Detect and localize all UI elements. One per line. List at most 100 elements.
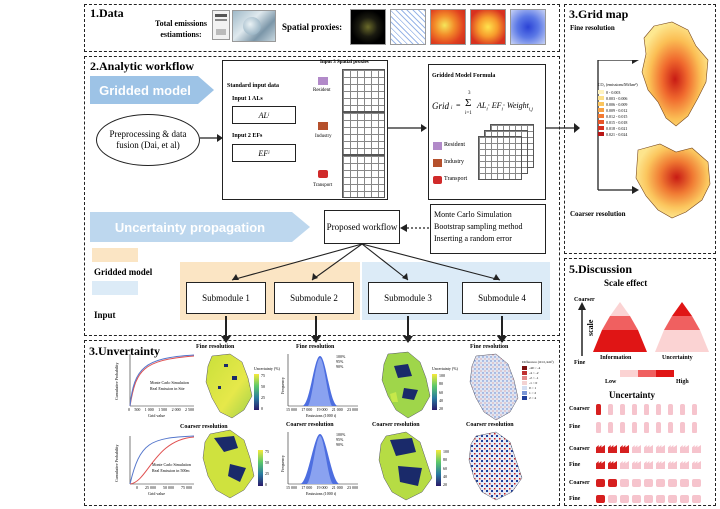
grid-map-legend: CO₂ (emissions/Mt/km²) 0 - 0.003 0.003 - … [598,82,638,137]
person-icon [596,404,601,415]
bus-icon [608,495,617,503]
industry-icon [318,122,328,130]
workflow-title: 2.Analytic workflow [90,59,194,73]
grid-map-legend-swatch [598,132,604,136]
unc3c-tick: 20 [443,482,447,487]
unc3c-tick: 40 [443,473,447,479]
total-emissions-label: Total emissions estiamtions: [155,19,207,39]
legend-input-swatch [92,281,138,295]
grid-map-legend-text: 0.009 - 0.012 [606,107,628,113]
hist-legend-item: 90% [336,442,344,447]
cdf-fine-tick: 1 500 [158,407,168,412]
diff-legend-text: -4 ~ -2 [529,370,539,375]
factory-icon [596,461,605,469]
factory-icon [620,445,629,453]
formula-rhs-sub-3: i,j [528,107,533,113]
low-label: Low [605,379,617,385]
bus-icon [632,495,641,503]
cdf-fine-tick: 500 [134,407,141,412]
fine-resolution-emission-map [641,21,709,127]
uncertainty-row-label: Coarser [569,406,590,412]
information-pyramid [593,302,647,352]
formula-rhs-weight: · Weight [502,101,529,110]
formula-rhs-sub-2: i [501,107,503,113]
bus-icon [596,495,605,503]
hist-tick: 21 000 [331,485,343,490]
grid-map-legend-text: 0.021 - 0.024 [606,131,628,137]
bus-icon [692,495,701,503]
factory-icon [668,445,677,453]
proposed-workflow-text: Proposed workflow [326,221,398,232]
diff-legend-swatch [522,385,527,390]
cdf-fine-tick: 0 [128,407,130,412]
cdf-coarse-chart [129,435,195,485]
formula-resident-label: Resident [444,142,465,148]
cdf-fine-legend-1: Monte Carlo Simulation [150,380,189,385]
workflow-to-gridmap-arrows [546,123,580,133]
unc3c-tick: 80 [443,457,447,463]
arrow-methods-to-workflow [400,224,429,232]
diff-legend-text: 2 ~ 4 [529,395,537,400]
bus-icon [644,495,653,503]
unc1-colorbar-ticks: 75 50 25 0 [261,373,265,411]
unc3-coarser-label: Coarser resolution [372,422,420,428]
diff-legend-title: Difference (tCO₂/km²) [522,360,554,364]
cdf-fine-chart [129,354,195,407]
legend-gridded-swatch [92,248,138,262]
scale-coarser-label: Coarser [574,297,595,303]
unc3-tick: 20 [439,406,443,411]
diff-legend-text: 0 ~ 1 [529,385,537,390]
uncertainty-row-label: Coarser [569,480,590,486]
standard-input-title: Standard input data [227,83,280,89]
night-light-proxy-image [350,9,386,45]
submodule-1-label: Submodule 1 [202,293,250,303]
diff-legend-item: 0 ~ 1 [522,385,558,390]
unc1-fine-map [205,353,253,419]
formula-eq: = [456,101,461,110]
formula-expression: Grid i = 3 Σ i=1 ALi· EFi· Weighti,j [432,91,546,118]
grid-map-panel [564,4,716,254]
transport-proxy-grid [342,155,385,198]
submodule-4-label: Submodule 4 [478,293,526,303]
input1-var: AL [258,110,268,120]
person-icon [632,422,637,433]
formula-rhs-ef: · EF [487,101,502,110]
formula-lhs: Grid [432,101,450,111]
formula-transport-label: Transport [444,176,468,182]
grid-map-legend-item: 0.009 - 0.012 [598,107,638,113]
hist-fine-xlabel: Emissions (1000 t) [306,413,337,418]
cdf-coarse-ticks: 0 25 000 50 000 75 000 [136,485,192,490]
unc3-coarse-map [378,431,433,501]
cdf-coarse-tick: 0 [136,485,138,490]
diff-legend-item: -2 ~ -1 [522,375,558,380]
uncertainty-row-label: Coarser [569,446,590,452]
histogram-fine-chart [287,354,358,407]
uncertainty-row-label: Fine [569,496,581,502]
unc1c-tick: 75 [265,449,269,454]
population-proxy-image [430,9,466,45]
grid-map-legend-swatch [598,108,604,112]
submodule-down-arrows [221,316,507,343]
proxy-resident-label: Resident [313,88,331,93]
person-icon [644,404,649,415]
cdf-fine-legend-2: Real Emission in Site [150,386,185,391]
input1-box: AL i [232,106,296,124]
factory-icon [620,461,629,469]
legend-gridded-label: Gridded model [94,267,153,277]
hist-tick: 21 000 [331,407,343,412]
grid-map-legend-text: 0 - 0.003 [606,89,621,95]
factory-icon [668,461,677,469]
diff-legend-item: -1 ~ 0 [522,380,558,385]
unc1-coarse-colorbar [258,450,263,486]
person-icon [608,422,613,433]
legend-input-label: Input [94,310,116,320]
discussion-panel [564,258,716,506]
bus-icon [608,479,617,487]
uncertainty-panel [84,340,560,506]
grid-map-legend-text: 0.006 - 0.009 [606,101,628,107]
factory-icon [632,461,641,469]
hist-tick: 15 000 [286,407,297,412]
hist-fine-legend: 100% 95% 90% [336,354,345,369]
landuse-proxy-image [470,9,506,45]
data-title: 1.Data [90,6,124,20]
